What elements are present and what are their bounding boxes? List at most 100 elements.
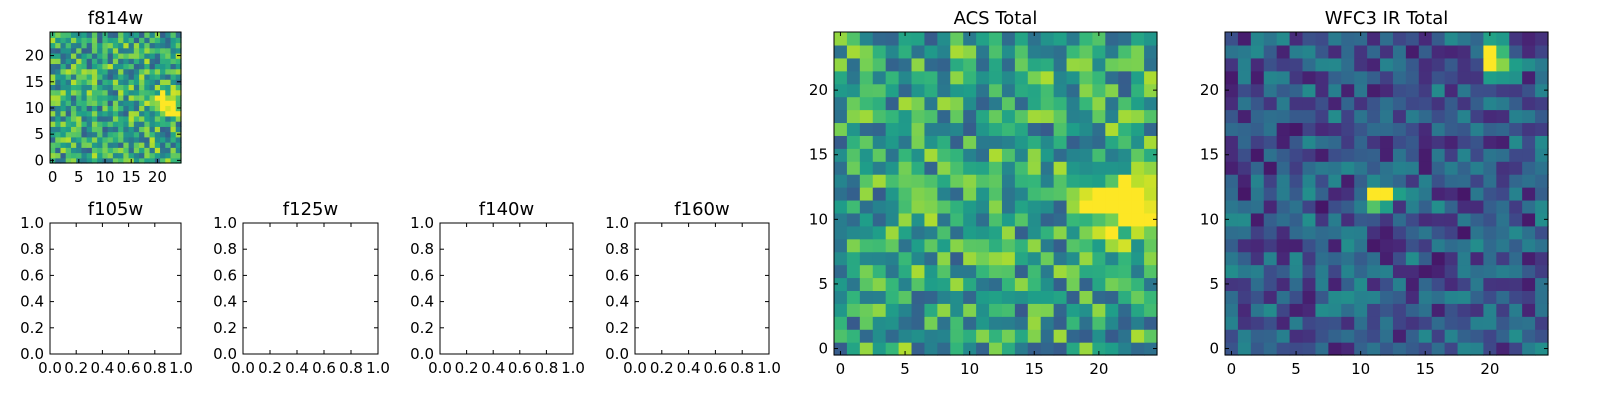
heatmap-cell <box>1392 212 1407 227</box>
heatmap-cell <box>911 277 926 291</box>
heatmap-cell <box>1118 122 1132 136</box>
heatmap-cell <box>1431 70 1446 85</box>
heatmap-cell <box>76 126 83 133</box>
heatmap-cell <box>1392 44 1407 59</box>
heatmap-cell <box>50 42 56 49</box>
heatmap-cell <box>1444 174 1459 188</box>
heatmap-cell <box>1496 122 1510 136</box>
heatmap-cell <box>175 47 182 54</box>
heatmap-cell <box>50 73 56 80</box>
heatmap-cell <box>1263 135 1278 149</box>
heatmap-cell <box>1483 187 1497 201</box>
heatmap-cell <box>1225 57 1239 72</box>
heatmap-cell <box>112 52 119 59</box>
heatmap-cell <box>1315 212 1329 227</box>
heatmap-cell <box>1250 174 1265 188</box>
heatmap-cell <box>859 109 874 124</box>
heatmap-cell <box>1341 32 1355 46</box>
heatmap-cell <box>154 147 161 154</box>
heatmap-cell <box>834 44 848 59</box>
heatmap-cell <box>950 122 964 136</box>
heatmap-cell <box>1250 238 1265 253</box>
heatmap-cell <box>1066 187 1081 201</box>
heatmap-cell <box>1457 44 1472 59</box>
heatmap-cell <box>1053 109 1068 124</box>
heatmap-cell <box>1509 225 1523 240</box>
heatmap-cell <box>950 32 964 46</box>
heatmap-cell <box>872 148 887 162</box>
heatmap-cell <box>123 157 130 164</box>
heatmap-cell <box>1105 251 1119 266</box>
heatmap-cell <box>165 105 172 112</box>
heatmap-cell <box>1105 277 1119 291</box>
heatmap-cell <box>1092 342 1106 356</box>
heatmap-cell <box>1079 32 1093 46</box>
heatmap-cell <box>1315 109 1329 124</box>
heatmap-cell <box>1457 238 1472 253</box>
heatmap-cell <box>1496 70 1510 85</box>
heatmap-cell <box>170 32 177 38</box>
heatmap-cell <box>1315 238 1329 253</box>
heatmap-cell <box>1457 342 1472 356</box>
heatmap-cell <box>139 121 145 127</box>
heatmap-cell <box>859 238 874 253</box>
heatmap-cell <box>70 84 77 91</box>
heatmap-cell <box>86 126 93 133</box>
heatmap-cell <box>1509 303 1523 317</box>
heatmap-cell <box>859 161 874 175</box>
heatmap-cell <box>86 79 93 85</box>
heatmap-cell <box>1392 161 1407 175</box>
heatmap-cell <box>1027 342 1042 356</box>
heatmap-cell <box>1522 83 1536 98</box>
heatmap-cell <box>1001 161 1016 175</box>
heatmap-cell <box>1315 303 1329 317</box>
heatmap-cell <box>950 199 964 214</box>
heatmap-cell <box>175 147 182 154</box>
heatmap-cell <box>1341 342 1355 356</box>
heatmap-cell <box>144 110 151 117</box>
heatmap-cell <box>976 32 990 46</box>
heatmap-cell <box>86 142 93 148</box>
heatmap-cell <box>1367 174 1381 188</box>
heatmap-cell <box>872 83 887 98</box>
heatmap-cell <box>1341 251 1355 266</box>
heatmap-cell <box>1496 342 1510 356</box>
heatmap-cell <box>65 89 72 96</box>
heatmap-cell <box>846 44 861 59</box>
heatmap-cell <box>60 105 67 112</box>
heatmap-cell <box>1250 57 1265 72</box>
heatmap-cell <box>1105 57 1119 72</box>
heatmap-cell <box>976 161 990 175</box>
heatmap-cell <box>1118 238 1132 253</box>
heatmap-cell <box>1341 303 1355 317</box>
heatmap-cell <box>65 115 72 122</box>
heatmap-cell <box>989 187 1003 201</box>
heatmap-cell <box>133 73 140 80</box>
heatmap-cell <box>1225 264 1239 279</box>
heatmap-cell <box>60 32 67 38</box>
heatmap-cell <box>924 303 938 317</box>
heatmap-cell <box>170 89 177 96</box>
heatmap-cell <box>1105 342 1119 356</box>
heatmap-cell <box>1237 70 1252 85</box>
heatmap-cell <box>1341 277 1355 291</box>
heatmap-cell <box>1289 303 1304 317</box>
heatmap-cell <box>872 109 887 124</box>
heatmap-cell <box>1354 238 1368 253</box>
heatmap-cell <box>937 316 951 330</box>
heatmap-cell <box>872 161 887 175</box>
heatmap-cell <box>1263 122 1278 136</box>
heatmap-cell <box>55 115 62 122</box>
heatmap-cell <box>1302 303 1317 317</box>
heatmap-cell <box>1276 122 1291 136</box>
heatmap-cell <box>1144 238 1158 253</box>
heatmap-cell <box>1118 277 1132 291</box>
heatmap-cell <box>1237 122 1252 136</box>
heatmap-cell <box>1431 148 1446 162</box>
heatmap-cell <box>1367 316 1381 330</box>
heatmap-cell <box>112 152 119 159</box>
heatmap-cell <box>1066 212 1081 227</box>
heatmap-cell <box>1418 122 1433 136</box>
heatmap-cell <box>1367 303 1381 317</box>
heatmap-cell <box>133 68 140 75</box>
